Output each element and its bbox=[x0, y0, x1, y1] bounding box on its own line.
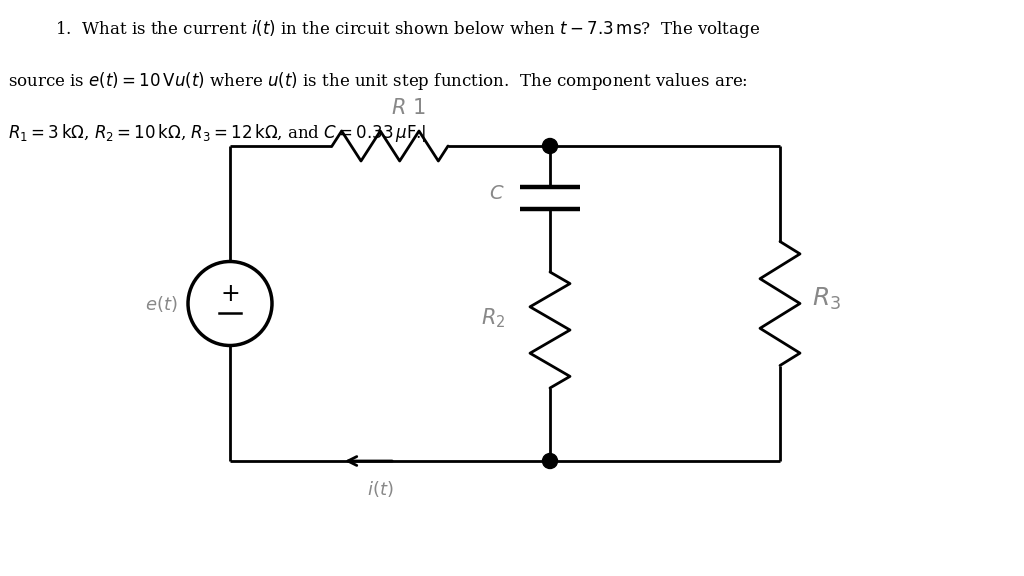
Text: $R_3$: $R_3$ bbox=[812, 285, 841, 312]
Circle shape bbox=[543, 453, 557, 468]
Text: 1.  What is the current $i(t)$ in the circuit shown below when $t - 7.3\,\mathrm: 1. What is the current $i(t)$ in the cir… bbox=[55, 18, 760, 40]
Text: source is $e(t) = 10\,\mathrm{V}u(t)$ where $u(t)$ is the unit step function.  T: source is $e(t) = 10\,\mathrm{V}u(t)$ wh… bbox=[8, 70, 748, 92]
Text: $R\ 1$: $R\ 1$ bbox=[391, 98, 425, 118]
Text: $C$: $C$ bbox=[489, 185, 505, 203]
Text: $R_1 = 3\,\mathrm{k\Omega}$, $R_2 = 10\,\mathrm{k\Omega}$, $R_3 = 12\,\mathrm{k\: $R_1 = 3\,\mathrm{k\Omega}$, $R_2 = 10\,… bbox=[8, 122, 426, 144]
Text: $R_2$: $R_2$ bbox=[480, 306, 505, 330]
Text: $e(t)$: $e(t)$ bbox=[145, 294, 178, 313]
Text: $+$: $+$ bbox=[220, 283, 240, 306]
Text: $i(t)$: $i(t)$ bbox=[367, 479, 393, 499]
Circle shape bbox=[543, 138, 557, 153]
